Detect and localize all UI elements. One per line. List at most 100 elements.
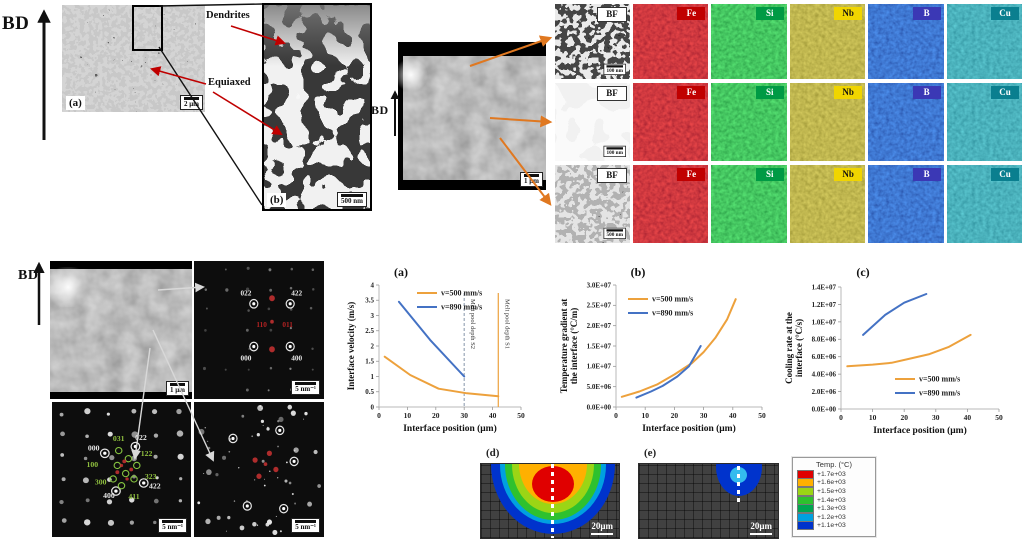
element-chip-nb: Nb [834, 86, 863, 99]
svg-text:031: 031 [113, 434, 125, 443]
saed-scalebar: 5 nm⁻¹ [291, 380, 320, 395]
svg-text:2: 2 [371, 342, 375, 350]
tem-bright-blob [398, 58, 428, 92]
svg-text:3.0E+07: 3.0E+07 [587, 281, 612, 289]
temp-legend-swatch [797, 478, 814, 488]
sim-e-scalebar: 20μm [750, 521, 772, 535]
bf-chip: BF [597, 7, 627, 22]
element-chip-si: Si [755, 86, 784, 99]
svg-text:Melt pool depth S1: Melt pool depth S1 [503, 299, 510, 349]
temp-legend-swatch [797, 486, 814, 496]
temp-legend-entry-5: +1.2e+03 [797, 512, 871, 522]
svg-text:2.5: 2.5 [365, 327, 374, 335]
svg-text:20: 20 [900, 413, 908, 422]
svg-text:40: 40 [489, 411, 497, 420]
scalebar-line [295, 520, 316, 523]
saed-svg [194, 402, 324, 537]
svg-text:Melt pool depth S2: Melt pool depth S2 [469, 299, 476, 349]
svg-text:1.0E+07: 1.0E+07 [587, 363, 612, 371]
temp-legend-entry-6: +1.1e+03 [797, 521, 871, 531]
svg-text:6.0E+06: 6.0E+06 [812, 353, 837, 361]
build-direction-label-saed: BD [18, 268, 39, 283]
bf-scalebar-row1: 100 nm [603, 63, 626, 75]
tem-top-scalebar: 1 μm [519, 172, 543, 187]
tem-bottom-darkband [50, 392, 192, 399]
temp-legend-swatch [797, 495, 814, 505]
svg-text:0: 0 [371, 403, 375, 411]
element-chip-b: B [912, 7, 941, 20]
svg-text:0.0E+00: 0.0E+00 [812, 405, 837, 413]
element-chip-b: B [912, 168, 941, 181]
scalebar-line [606, 147, 623, 150]
dendrite-band-overlay [264, 5, 370, 67]
chart-svg: 0.0E+00 2.0E+06 4.0E+06 6.0E+06 8.0E+06 1.0E+… [784, 265, 1003, 436]
scalebar-text: 1 μm [169, 386, 185, 394]
svg-text:110: 110 [256, 320, 267, 329]
temp-legend-value: +1.1e+03 [817, 522, 846, 530]
temperature-legend-rows: +1.7e+03 +1.6e+03 +1.5e+03 +1.4e+03 +1.3e+03… [797, 469, 871, 531]
svg-text:0: 0 [614, 411, 618, 420]
svg-text:Temperature gradient at: Temperature gradient at [559, 299, 569, 394]
scalebar-line [295, 382, 316, 385]
svg-text:Interface position (μm): Interface position (μm) [873, 425, 967, 436]
eds-map-fe-row2: Fe [633, 83, 709, 161]
eds-map-cu-row2: Cu [946, 83, 1022, 161]
svg-text:000: 000 [241, 353, 252, 362]
eds-map-grid: BF 100 nm Fe Si Nb B Cu BF 100 nm Fe Si Nb B Cu BF 500 … [555, 4, 1022, 245]
temp-legend-value: +1.4e+03 [817, 496, 846, 504]
svg-text:3.5: 3.5 [365, 297, 374, 305]
tem-left-darkband [398, 42, 403, 190]
svg-text:(a): (a) [394, 265, 408, 279]
svg-text:the interface (°C/m): the interface (°C/m) [569, 308, 579, 385]
svg-text:30: 30 [700, 411, 708, 420]
svg-text:022: 022 [135, 433, 147, 442]
svg-text:v=890 mm/s: v=890 mm/s [919, 389, 960, 398]
svg-text:000: 000 [88, 444, 100, 453]
svg-text:10: 10 [869, 413, 877, 422]
centerline-dotted [551, 464, 554, 538]
svg-text:2.0E+06: 2.0E+06 [812, 388, 837, 396]
temp-legend-value: +1.6e+03 [817, 479, 846, 487]
temp-legend-entry-1: +1.6e+03 [797, 478, 871, 488]
svg-text:300: 300 [95, 477, 107, 486]
scalebar-text: 5 nm⁻¹ [295, 523, 316, 531]
build-direction-label-eds: BD [371, 103, 389, 117]
eds-map-b-row3: B [868, 165, 944, 243]
scalebar-text: 500 nm [606, 231, 623, 238]
svg-text:10: 10 [404, 411, 412, 420]
sem-detail-panel-b: (b) 500 nm [262, 3, 372, 211]
svg-text:400: 400 [103, 491, 115, 500]
svg-text:2.5E+07: 2.5E+07 [587, 302, 612, 310]
eds-map-bf-row3: BF 500 nm [555, 165, 630, 243]
element-chip-si: Si [755, 7, 784, 20]
svg-text:4: 4 [371, 281, 375, 289]
svg-text:411: 411 [128, 492, 139, 501]
scalebar-text: 100 nm [606, 67, 623, 74]
eds-map-si-row3: Si [711, 165, 787, 243]
element-chip-fe: Fe [677, 7, 706, 20]
svg-text:40: 40 [964, 413, 972, 422]
saed-pattern-1: 022 422 000 400 110 011 5 nm⁻¹ [194, 261, 324, 399]
temp-legend-value: +1.2e+03 [817, 513, 846, 521]
panel-a-label: (a) [66, 96, 85, 110]
sim-e-label: (e) [644, 447, 657, 459]
svg-text:422: 422 [149, 482, 161, 491]
element-chip-nb: Nb [834, 7, 863, 20]
eds-map-nb-row1: Nb [789, 4, 866, 79]
saed-pattern-2: 000 031 022 122 100 323 300 422 400 411 5 nm⁻¹ [52, 402, 191, 537]
temp-legend-entry-0: +1.7e+03 [797, 469, 871, 479]
melt-pool-sim-d: 20μm [480, 463, 620, 539]
build-direction-label-topleft: BD [2, 13, 30, 34]
scalebar-line [606, 65, 623, 68]
svg-text:v=500 mm/s: v=500 mm/s [919, 375, 960, 384]
tem-bright-blob [50, 267, 92, 307]
chart-interface-velocity: 0 0.5 1 1.5 2 2.5 3 3.5 4 0 10 20 30 40 50 Interface po… [345, 263, 565, 445]
panel-b-scalebar: 500 nm [337, 192, 367, 207]
eds-map-nb-row2: Nb [789, 83, 866, 161]
svg-text:3: 3 [371, 312, 375, 320]
bf-chip: BF [597, 86, 627, 101]
scalebar-text: 5 nm⁻¹ [162, 523, 183, 531]
svg-text:400: 400 [291, 353, 302, 362]
svg-text:Interface position (μm): Interface position (μm) [642, 423, 736, 434]
